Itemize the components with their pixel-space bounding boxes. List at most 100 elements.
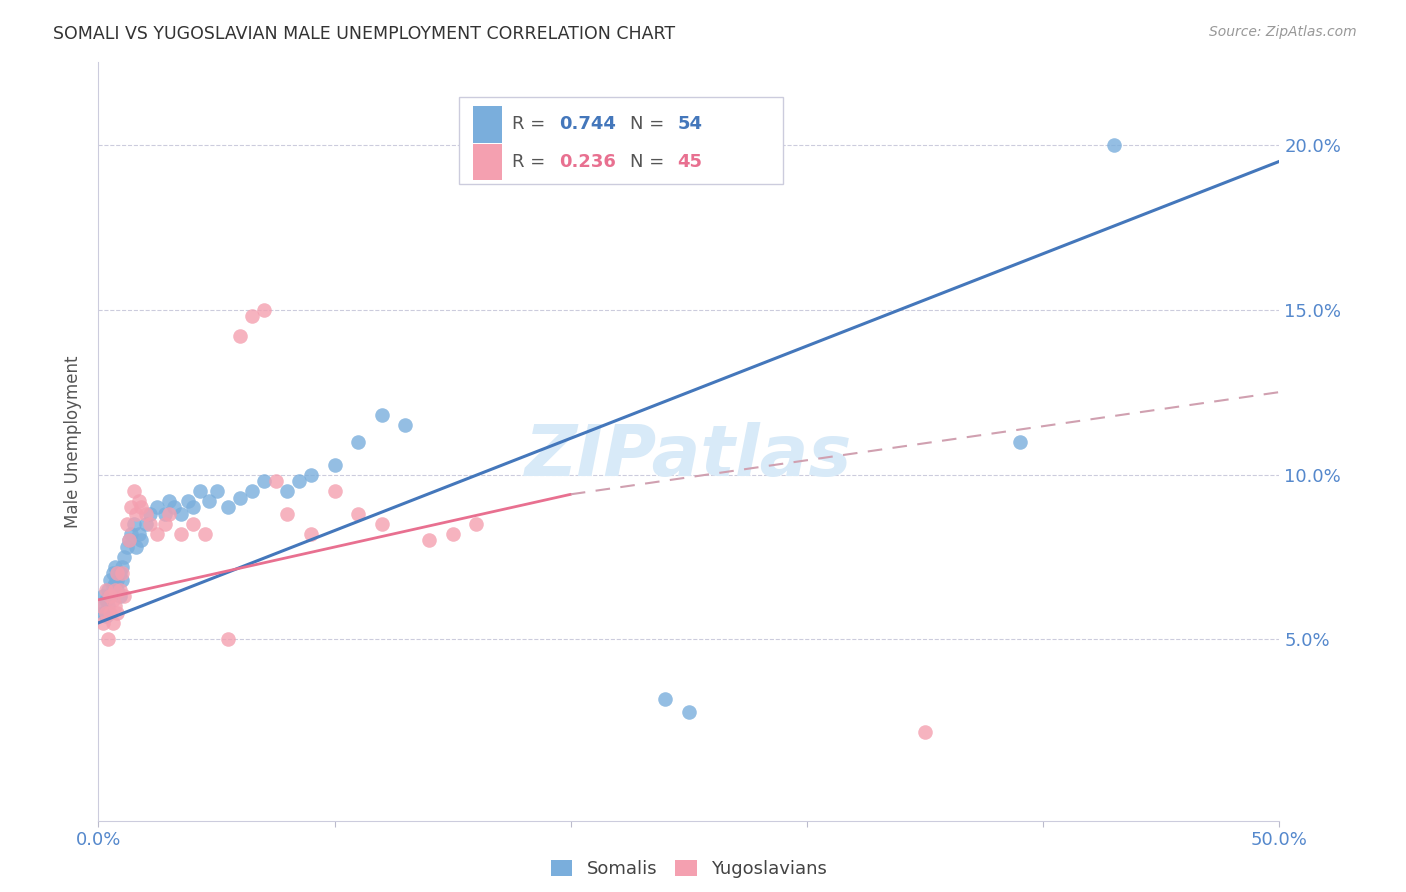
- Point: [97, 599, 120, 614]
- Point: [229, 491, 252, 505]
- Point: [94, 592, 117, 607]
- Point: [288, 474, 311, 488]
- Point: [94, 609, 117, 624]
- Point: [115, 540, 138, 554]
- Point: [121, 500, 143, 515]
- Point: [101, 566, 124, 581]
- Point: [121, 526, 143, 541]
- Point: [371, 516, 394, 531]
- Point: [91, 590, 114, 604]
- Point: [98, 573, 121, 587]
- Point: [170, 507, 193, 521]
- Y-axis label: Male Unemployment: Male Unemployment: [65, 355, 83, 528]
- Point: [94, 606, 117, 620]
- Point: [276, 507, 298, 521]
- Point: [128, 526, 150, 541]
- Point: [125, 540, 148, 554]
- Point: [105, 573, 128, 587]
- Point: [101, 592, 124, 607]
- Point: [240, 310, 263, 324]
- Point: [146, 500, 169, 515]
- Point: [122, 483, 145, 498]
- Point: [105, 606, 128, 620]
- Point: [105, 566, 128, 581]
- Text: R =: R =: [512, 153, 551, 171]
- Point: [101, 615, 124, 630]
- Point: [198, 494, 221, 508]
- Point: [194, 526, 217, 541]
- Point: [347, 434, 370, 449]
- Point: [128, 494, 150, 508]
- Point: [118, 533, 141, 548]
- Point: [125, 507, 148, 521]
- Point: [264, 474, 287, 488]
- Legend: Somalis, Yugoslavians: Somalis, Yugoslavians: [541, 851, 837, 888]
- Point: [91, 606, 114, 620]
- Point: [112, 590, 135, 604]
- Point: [104, 576, 127, 591]
- Text: ZIPatlas: ZIPatlas: [526, 422, 852, 491]
- Text: 45: 45: [678, 153, 702, 171]
- Point: [276, 483, 298, 498]
- Text: N =: N =: [630, 115, 669, 134]
- Point: [115, 516, 138, 531]
- Point: [1008, 434, 1031, 449]
- Point: [347, 507, 370, 521]
- Point: [108, 582, 131, 597]
- FancyBboxPatch shape: [472, 144, 502, 180]
- Point: [441, 526, 464, 541]
- Text: 0.236: 0.236: [560, 153, 616, 171]
- Point: [217, 500, 239, 515]
- Point: [146, 526, 169, 541]
- Point: [153, 516, 176, 531]
- Text: 0.744: 0.744: [560, 115, 616, 134]
- Point: [177, 494, 200, 508]
- Text: N =: N =: [630, 153, 669, 171]
- Point: [98, 590, 121, 604]
- Point: [135, 516, 157, 531]
- Point: [98, 590, 121, 604]
- Point: [323, 483, 346, 498]
- Point: [157, 494, 180, 508]
- Point: [678, 705, 700, 719]
- Text: SOMALI VS YUGOSLAVIAN MALE UNEMPLOYMENT CORRELATION CHART: SOMALI VS YUGOSLAVIAN MALE UNEMPLOYMENT …: [53, 25, 675, 43]
- Point: [129, 533, 152, 548]
- Point: [111, 573, 134, 587]
- FancyBboxPatch shape: [472, 106, 502, 143]
- Point: [97, 582, 120, 597]
- Point: [299, 467, 322, 482]
- Point: [299, 526, 322, 541]
- Point: [253, 302, 276, 317]
- Point: [205, 483, 228, 498]
- Point: [139, 516, 162, 531]
- Point: [101, 580, 124, 594]
- Point: [371, 408, 394, 422]
- Point: [104, 599, 127, 614]
- FancyBboxPatch shape: [458, 96, 783, 184]
- Point: [240, 483, 263, 498]
- Point: [181, 516, 204, 531]
- Point: [108, 566, 131, 581]
- Text: 54: 54: [678, 115, 702, 134]
- Point: [170, 526, 193, 541]
- Point: [1102, 137, 1125, 152]
- Point: [163, 500, 186, 515]
- Point: [118, 533, 141, 548]
- Point: [418, 533, 440, 548]
- Point: [90, 599, 112, 614]
- Point: [253, 474, 276, 488]
- Point: [97, 632, 120, 647]
- Point: [104, 582, 127, 597]
- Point: [188, 483, 211, 498]
- Point: [323, 458, 346, 472]
- Point: [654, 691, 676, 706]
- Point: [90, 599, 112, 614]
- Point: [91, 615, 114, 630]
- Point: [135, 507, 157, 521]
- Point: [914, 724, 936, 739]
- Point: [111, 566, 134, 581]
- Point: [108, 590, 131, 604]
- Point: [129, 500, 152, 515]
- Point: [98, 606, 121, 620]
- Point: [153, 507, 176, 521]
